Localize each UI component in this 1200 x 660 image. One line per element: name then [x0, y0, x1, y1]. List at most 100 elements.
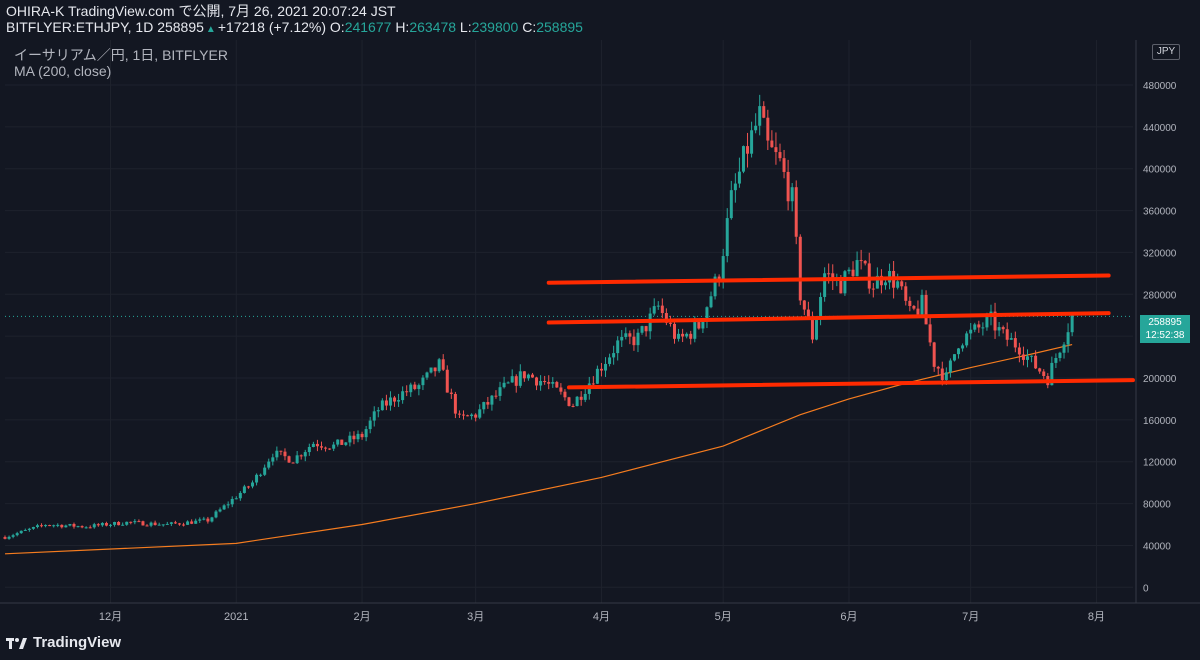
candle-body: [664, 313, 668, 323]
candle-body: [912, 305, 916, 309]
candle-body: [668, 322, 672, 324]
candle-body: [766, 117, 770, 141]
candle-body: [1038, 368, 1042, 372]
candle-body: [535, 377, 539, 386]
candle-body: [1021, 354, 1025, 360]
candle-body: [506, 382, 510, 384]
candle-body: [283, 451, 287, 457]
brand-name: TradingView: [33, 634, 122, 651]
candle-body: [875, 275, 879, 289]
candle-body: [263, 467, 267, 475]
candle-body: [295, 455, 299, 464]
candle-body: [287, 456, 291, 463]
candle-body: [190, 521, 194, 524]
candle-body: [417, 385, 421, 389]
candle-body: [920, 294, 924, 315]
candle-body: [774, 147, 778, 153]
candle-body: [177, 523, 181, 525]
candle-body: [900, 281, 904, 287]
candle-body: [1066, 332, 1070, 345]
ohlc-line: BITFLYER:ETHJPY, 1D 258895 ▲ +17218 (+7.12…: [6, 19, 583, 38]
low-label: L:: [459, 19, 472, 35]
candle-body: [494, 395, 498, 397]
symbol-label: BITFLYER:ETHJPY, 1D 258895: [6, 19, 204, 35]
candle-body: [851, 269, 855, 277]
candle-body: [612, 353, 616, 358]
candle-body: [92, 524, 96, 528]
candle-body: [798, 236, 802, 301]
candle-body: [319, 446, 323, 448]
last-price-value: 258895: [1148, 317, 1182, 328]
candle-body: [478, 409, 482, 418]
candle-body: [104, 523, 108, 526]
low-value: 239800: [471, 19, 519, 35]
candle-body: [1013, 338, 1017, 348]
candle-body: [559, 387, 563, 392]
candle-body: [810, 316, 814, 340]
candle-body: [583, 393, 587, 400]
y-tick-label: 200000: [1143, 374, 1177, 385]
tradingview-logo[interactable]: TradingView: [6, 634, 121, 651]
candle-body: [823, 273, 827, 297]
candle-body: [514, 376, 518, 386]
candle-body: [137, 521, 141, 523]
candle-body: [324, 447, 328, 449]
candle-body: [364, 429, 368, 438]
candle-body: [758, 106, 762, 126]
candle-body: [693, 322, 697, 339]
candle-body: [530, 374, 534, 378]
y-tick-label: 320000: [1143, 248, 1177, 259]
candle-body: [405, 391, 409, 393]
x-tick-label: 2021: [224, 611, 248, 623]
candle-body: [1034, 355, 1038, 369]
candle-body: [198, 519, 202, 521]
candle-body: [640, 326, 644, 333]
candle-body: [786, 171, 790, 202]
candle-body: [153, 522, 157, 526]
currency-badge[interactable]: JPY: [1152, 44, 1180, 60]
candle-body: [709, 296, 713, 308]
candle-body: [356, 433, 360, 440]
candle-body: [969, 329, 973, 334]
candle-body: [498, 387, 502, 396]
open-value: 241677: [344, 19, 392, 35]
candle-body: [932, 342, 936, 367]
candle-body: [52, 525, 56, 527]
candle-body: [656, 305, 660, 307]
candle-body: [234, 498, 238, 500]
candle-body: [948, 360, 952, 373]
candle-body: [965, 333, 969, 346]
candle-body: [750, 130, 754, 154]
candle-body: [307, 447, 311, 453]
candle-body: [725, 218, 729, 257]
candle-body: [226, 504, 230, 506]
candle-body: [721, 256, 725, 282]
candle-body: [936, 366, 940, 369]
bar-countdown: 12:52:38: [1145, 330, 1185, 341]
candle-body: [644, 326, 648, 332]
close-value: 258895: [536, 19, 583, 35]
candle-body: [462, 414, 466, 416]
candle-body: [344, 442, 348, 445]
candle-body: [957, 348, 961, 355]
x-tick-label: 4月: [593, 611, 610, 623]
candle-body: [230, 498, 234, 505]
y-tick-label: 80000: [1143, 500, 1171, 511]
candle-body: [129, 521, 133, 523]
trendline: [567, 378, 1135, 390]
candle-body: [591, 383, 595, 385]
candle-body: [251, 482, 255, 487]
candle-body: [445, 369, 449, 393]
ma-legend[interactable]: MA (200, close): [14, 63, 112, 79]
y-tick-label: 120000: [1143, 458, 1177, 469]
candle-body: [384, 400, 388, 406]
y-tick-label: 360000: [1143, 207, 1177, 218]
candle-body: [11, 535, 15, 537]
series-legend[interactable]: イーサリアム／円, 1日, BITFLYER: [14, 47, 228, 63]
y-tick-label: 280000: [1143, 290, 1177, 301]
candle-body: [855, 260, 859, 277]
publish-info: OHIRA-K TradingView.com で公開, 7月 26, 2021…: [6, 3, 396, 19]
candle-body: [595, 368, 599, 384]
candle-body: [944, 372, 948, 380]
